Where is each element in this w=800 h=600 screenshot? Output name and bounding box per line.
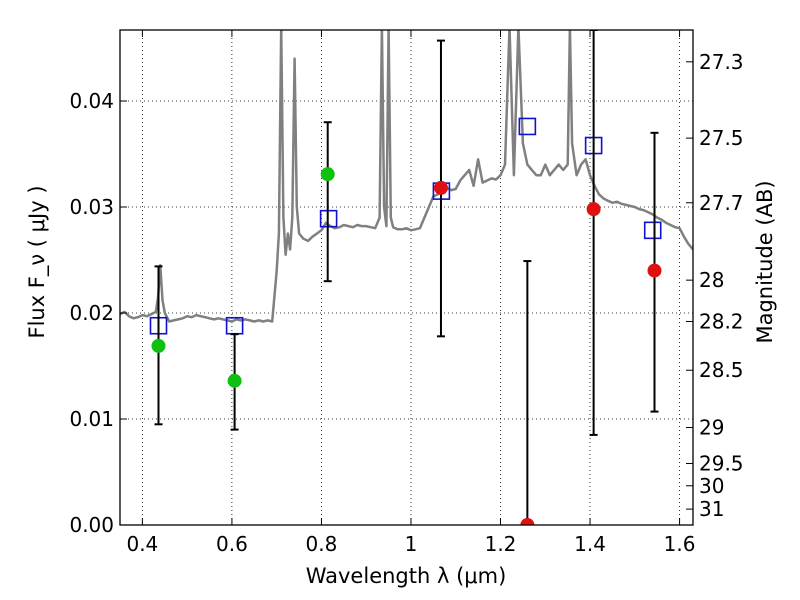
x-tick-label: 0.8 <box>306 532 338 556</box>
y2-axis-label: Magnitude (AB) <box>753 180 777 343</box>
mag-tick-label: 31 <box>699 497 724 521</box>
spectrum-line <box>120 30 693 323</box>
observed-point <box>520 518 535 525</box>
series-3 <box>433 30 662 525</box>
mag-tick-label: 30 <box>699 474 724 498</box>
y-tick-label: 0.00 <box>69 513 114 537</box>
model-square-point <box>643 221 662 240</box>
mag-tick-label: 28.2 <box>699 309 744 333</box>
x-tick-label: 1.2 <box>485 532 517 556</box>
y-axis-label: Flux F_ν ( μJy ) <box>25 185 50 338</box>
mag-tick-label: 28.5 <box>699 358 744 382</box>
mag-tick-label: 27.5 <box>699 126 744 150</box>
mag-tick-label: 29.5 <box>699 452 744 476</box>
x-axis-label: Wavelength λ (μm) <box>306 564 507 588</box>
y-tick-label: 0.04 <box>69 89 114 113</box>
x-tick-label: 0.4 <box>126 532 158 556</box>
mag-tick-label: 28 <box>699 268 724 292</box>
series-layer <box>120 30 693 525</box>
series-0 <box>120 30 693 323</box>
observed-point <box>151 338 166 353</box>
observed-point <box>227 373 242 388</box>
x-tick-label: 0.6 <box>216 532 248 556</box>
mag-tick-label: 27.7 <box>699 191 744 215</box>
x-tick-label: 1.6 <box>664 532 696 556</box>
x-tick-label: 1 <box>405 532 418 556</box>
observed-point <box>586 202 601 217</box>
series-2 <box>151 121 335 431</box>
x-tick-label: 1.4 <box>574 532 606 556</box>
grid-lines <box>120 30 693 526</box>
y-tick-label: 0.01 <box>69 407 114 431</box>
y-tick-label: 0.02 <box>69 301 114 325</box>
mag-tick-label: 27.3 <box>699 50 744 74</box>
y-tick-label: 0.03 <box>69 195 114 219</box>
observed-point <box>647 263 662 278</box>
model-square-point <box>518 117 537 136</box>
observed-point <box>433 180 448 195</box>
plot-background <box>120 30 693 525</box>
observed-point <box>320 167 335 182</box>
ticks-layer: 0.4 0.6 0.8 1 1.2 1.4 1.6 0.00 0.01 0.02 0.03 0.04 2… <box>69 30 744 556</box>
plot-frame <box>119 29 694 526</box>
mag-tick-label: 29 <box>699 415 724 439</box>
